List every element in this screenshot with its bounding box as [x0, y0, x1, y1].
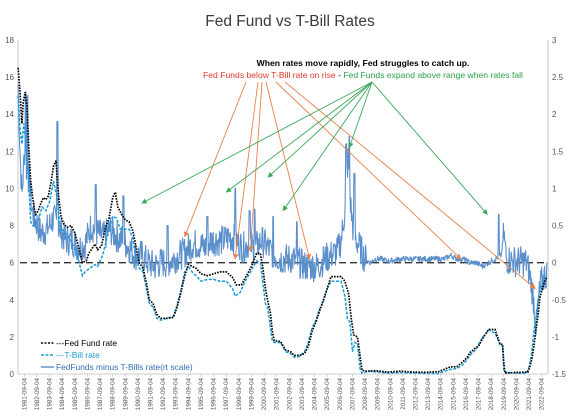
x-tick-label: 2021-09-04 [526, 378, 533, 411]
legend-fed-fund: ---Fed Fund rate [56, 338, 117, 348]
right-tick-label: -0.5 [552, 296, 566, 305]
x-tick-label: 2003-09-04 [299, 378, 306, 411]
x-tick-label: 1988-09-04 [110, 378, 117, 411]
legend: ---Fed Fund rate ---T-Bill rate FedFunds… [56, 338, 193, 372]
x-tick-label: 2005-09-04 [324, 378, 331, 411]
x-tick-label: 2017-09-04 [476, 378, 483, 411]
x-tick-label: 2011-09-04 [400, 378, 407, 410]
series-fedfunds-minus-tbills [17, 84, 548, 336]
right-tick-label: 3 [552, 36, 557, 45]
annotation-line-2: Fed Funds below T-Bill rate on rise - Fe… [203, 70, 523, 80]
x-tick-label: 1995-09-04 [198, 378, 205, 411]
fall-arrow [225, 81, 373, 193]
x-tick-label: 1996-09-04 [211, 378, 218, 411]
fall-arrow [371, 81, 488, 215]
x-tick-label: 1994-09-04 [185, 378, 192, 411]
x-tick-label: 2015-09-04 [450, 378, 457, 411]
x-tick-label: 1991-09-04 [148, 378, 155, 411]
x-tick-label: 2016-09-04 [463, 378, 470, 411]
x-tick-label: 2013-09-04 [425, 378, 432, 411]
x-tick-label: 2018-09-04 [488, 378, 495, 411]
series-fed-fund-rate [17, 67, 548, 375]
x-tick-label: 2014-09-04 [438, 378, 445, 411]
x-tick-label: 2007-09-04 [349, 378, 356, 411]
x-tick-label: 1997-09-04 [223, 378, 230, 411]
right-tick-label: 2 [552, 110, 557, 119]
axes-group: 0 2 4 6 8 10 12 14 16 18 -1.5 -1 -0.5 0 0.5 1 1.5 2 2.5 3 19… [5, 36, 566, 410]
rise-arrow [233, 81, 259, 260]
left-tick-label: 18 [5, 36, 14, 45]
left-tick-label: 14 [5, 110, 14, 119]
left-tick-label: 8 [10, 222, 15, 231]
rise-arrow [265, 81, 312, 260]
left-tick-label: 0 [10, 370, 15, 379]
x-tick-label: 2020-09-04 [513, 378, 520, 411]
right-tick-label: -1.5 [552, 370, 566, 379]
fall-arrow [282, 81, 373, 212]
right-tick-label: 2.5 [552, 73, 564, 82]
right-tick-label: 1 [552, 184, 557, 193]
x-tick-label: 1986-09-04 [84, 378, 91, 411]
rise-arrow [275, 81, 462, 260]
right-tick-label: 0 [552, 259, 557, 268]
x-tick-label: 1984-09-04 [59, 378, 66, 411]
annotation-arrows [141, 81, 536, 289]
x-tick-label: 2022-09-04 [539, 378, 546, 411]
x-tick-label: 2004-09-04 [312, 378, 319, 411]
x-tick-label: 1983-09-04 [47, 378, 54, 411]
x-tick-label: 2012-09-04 [413, 378, 420, 411]
rise-arrow [247, 81, 263, 253]
x-tick-label: 2002-09-04 [286, 378, 293, 411]
rise-arrow [183, 81, 247, 238]
left-tick-label: 10 [5, 184, 14, 193]
x-tick-label: 1993-09-04 [173, 378, 180, 411]
fall-arrow [348, 81, 373, 149]
left-tick-label: 12 [5, 147, 14, 156]
left-tick-label: 6 [10, 259, 15, 268]
fall-arrow [267, 81, 373, 178]
left-tick-label: 2 [10, 333, 15, 342]
left-tick-label: 4 [10, 296, 15, 305]
right-tick-label: -1 [552, 333, 560, 342]
annotation-line-1: When rates move rapidly, Fed struggles t… [257, 58, 470, 68]
x-tick-label: 2010-09-04 [387, 378, 394, 411]
chart-title: Fed Fund vs T-Bill Rates [205, 13, 375, 30]
annotation-fall-text: Fed Funds expand above range when rates … [343, 70, 523, 80]
right-tick-label: 0.5 [552, 222, 564, 231]
annotation-rise-text: Fed Funds below T-Bill rate on rise [203, 70, 336, 80]
x-tick-label: 1992-09-04 [160, 378, 167, 411]
left-tick-label: 16 [5, 73, 14, 82]
series-layer [17, 67, 548, 375]
annotation-separator: - [336, 70, 344, 80]
x-tick-label: 1989-09-04 [122, 378, 129, 411]
x-tick-label: 2019-09-04 [501, 378, 508, 411]
fall-arrow [141, 81, 373, 204]
right-tick-label: 1.5 [552, 147, 564, 156]
x-tick-label: 1999-09-04 [248, 378, 255, 411]
x-tick-label: 1987-09-04 [97, 378, 104, 411]
annotation-text: When rates move rapidly, Fed struggles t… [203, 58, 523, 80]
x-tick-label: 1998-09-04 [236, 378, 243, 411]
x-tick-label: 2000-09-04 [261, 378, 268, 411]
x-tick-label: 1985-09-04 [72, 378, 79, 411]
legend-spread: FedFunds minus T-Bills rate(rt scale) [56, 362, 193, 372]
x-tick-label: 2001-09-04 [274, 378, 281, 411]
x-tick-label: 2009-09-04 [375, 378, 382, 411]
legend-tbill: ---T-Bill rate [56, 350, 100, 360]
x-tick-label: 2006-09-04 [337, 378, 344, 411]
x-tick-label: 1990-09-04 [135, 378, 142, 411]
x-tick-label: 1981-09-04 [21, 378, 28, 411]
x-tick-label: 2008-09-04 [362, 378, 369, 411]
x-tick-label: 1982-09-04 [34, 378, 41, 411]
